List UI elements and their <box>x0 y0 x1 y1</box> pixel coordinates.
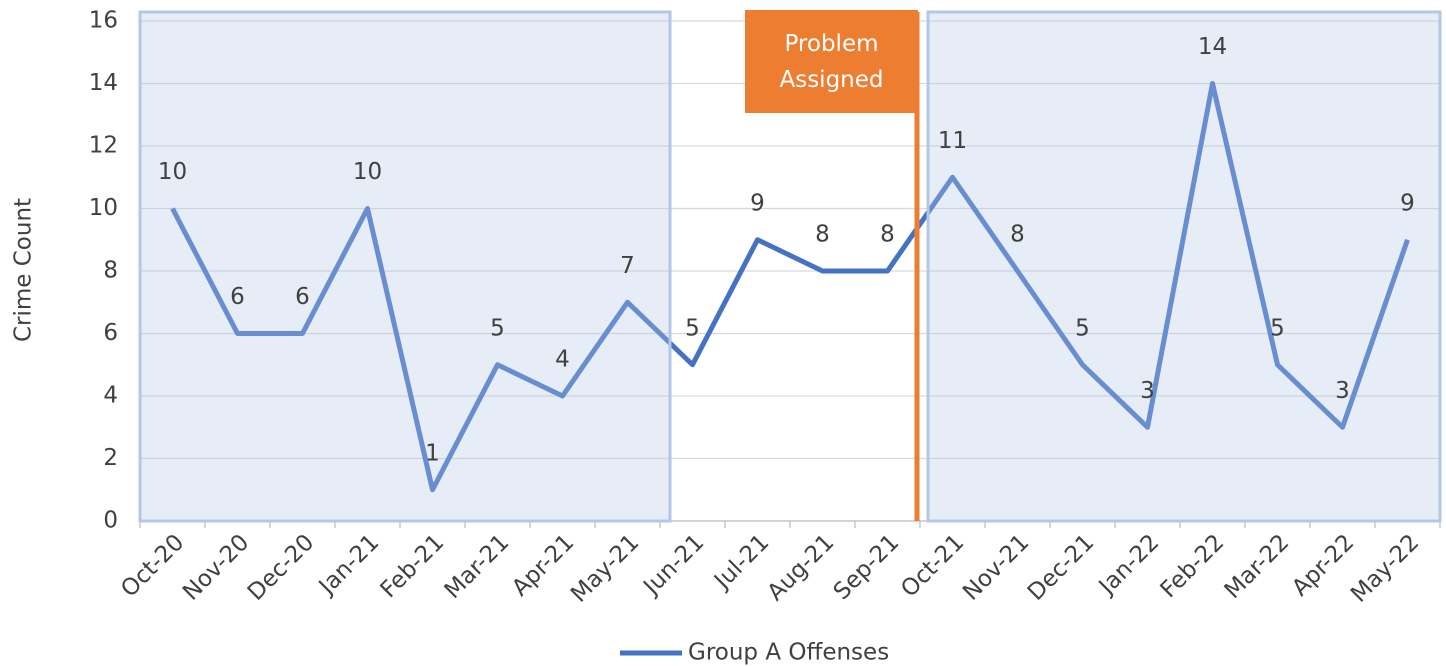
period-shade <box>926 10 1442 523</box>
x-tick-label: Dec-20 <box>243 529 319 605</box>
data-label: 6 <box>295 284 310 310</box>
data-label: 8 <box>815 222 830 248</box>
annotation: Problem Assigned <box>745 10 918 113</box>
x-tick-label: Sep-21 <box>829 529 905 605</box>
data-label: 1 <box>425 440 440 466</box>
x-tick-label: Nov-20 <box>178 529 254 605</box>
data-label: 10 <box>158 159 187 185</box>
x-tick-label: Mar-21 <box>440 529 515 604</box>
data-label: 9 <box>750 190 765 216</box>
data-label: 14 <box>1198 34 1227 60</box>
y-axis-label: Crime Count <box>11 198 37 342</box>
y-tick-label: 16 <box>89 8 118 34</box>
data-label: 5 <box>1270 315 1285 341</box>
x-tick-label: Jan-22 <box>1093 529 1164 600</box>
data-label: 5 <box>1075 315 1090 341</box>
y-tick-label: 10 <box>89 195 118 221</box>
data-label: 7 <box>620 253 635 279</box>
data-label: 5 <box>685 315 700 341</box>
y-tick-label: 0 <box>103 508 118 534</box>
x-tick-label: Mar-22 <box>1220 529 1295 604</box>
data-label: 4 <box>555 347 570 373</box>
y-tick-label: 14 <box>89 70 118 96</box>
series-line <box>170 81 1410 493</box>
x-tick-label: May-22 <box>1346 529 1424 607</box>
period-shade <box>138 10 672 523</box>
y-tick-label: 8 <box>103 258 118 284</box>
x-tick-label: Feb-22 <box>1156 529 1230 603</box>
data-label: 11 <box>938 128 967 154</box>
x-tick-label: Feb-21 <box>376 529 450 603</box>
y-tick-label: 2 <box>103 445 118 471</box>
legend-label: Group A Offenses <box>688 640 889 666</box>
data-label: 9 <box>1400 190 1415 216</box>
data-label: 6 <box>230 284 245 310</box>
data-label: 3 <box>1140 378 1155 404</box>
x-tick-label: Oct-20 <box>116 529 189 602</box>
data-label: 3 <box>1335 378 1350 404</box>
x-tick-label: Jan-21 <box>313 529 384 600</box>
y-tick-label: 6 <box>103 320 118 346</box>
x-tick-label: Aug-21 <box>763 529 840 606</box>
x-tick-label: Oct-21 <box>896 529 969 602</box>
data-label: 5 <box>490 315 505 341</box>
x-tick-label: Jun-21 <box>638 529 710 601</box>
x-tick-label: May-21 <box>566 529 644 607</box>
data-label: 10 <box>353 159 382 185</box>
y-tick-label: 12 <box>89 133 118 159</box>
x-tick-label: Dec-21 <box>1023 529 1099 605</box>
y-tick-label: 4 <box>103 383 118 409</box>
data-label: 8 <box>880 222 895 248</box>
x-tick-label: Nov-21 <box>958 529 1034 605</box>
data-label: 8 <box>1010 222 1025 248</box>
